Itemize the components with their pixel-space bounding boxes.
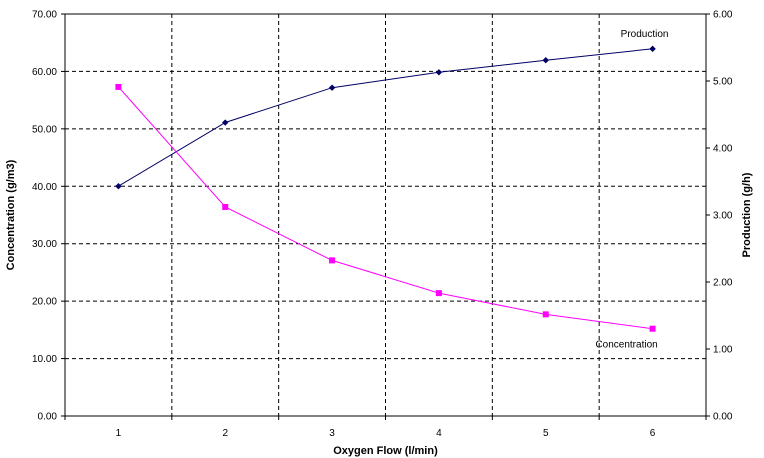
series-layer xyxy=(115,45,656,332)
x-tick-label: 3 xyxy=(329,428,335,439)
point-concentration xyxy=(222,203,229,210)
series-line-concentration xyxy=(118,86,653,330)
left-tick-label: 20.00 xyxy=(32,297,57,308)
x-axis-title: Oxygen Flow (l/min) xyxy=(333,445,438,457)
point-production xyxy=(328,84,336,91)
point-concentration xyxy=(435,290,442,297)
x-tick-label: 6 xyxy=(650,428,656,439)
right-tick-label: 6.00 xyxy=(713,10,733,21)
left-tick-label: 70.00 xyxy=(32,10,57,21)
left-tick-label: 30.00 xyxy=(32,239,57,250)
point-production xyxy=(435,69,443,76)
x-axis: 1 2 3 4 5 6 xyxy=(64,416,707,439)
point-production xyxy=(115,182,122,190)
point-concentration xyxy=(649,325,656,332)
point-concentration xyxy=(542,311,549,318)
x-tick-label: 5 xyxy=(543,428,549,439)
point-concentration xyxy=(115,83,122,90)
right-axis: 0.00 1.00 2.00 3.00 4.00 5.00 6.00 xyxy=(706,10,733,423)
left-tick-label: 10.00 xyxy=(32,354,57,365)
plot-frame xyxy=(64,13,707,417)
left-axis: 0.00 10.00 20.00 30.00 40.00 50.00 60.00 70.00 xyxy=(32,10,65,423)
left-tick-label: 50.00 xyxy=(32,124,57,135)
right-tick-label: 1.00 xyxy=(713,345,733,356)
right-tick-label: 0.00 xyxy=(713,412,733,423)
right-tick-label: 5.00 xyxy=(713,77,733,88)
x-tick-label: 1 xyxy=(116,428,122,439)
right-tick-label: 4.00 xyxy=(713,144,733,155)
point-concentration xyxy=(329,257,336,264)
series-label-production: Production xyxy=(621,29,669,40)
series-label-concentration: Concentration xyxy=(595,340,657,351)
right-tick-label: 3.00 xyxy=(713,211,733,222)
x-tick-label: 4 xyxy=(436,428,442,439)
left-tick-label: 0.00 xyxy=(38,412,58,423)
right-tick-label: 2.00 xyxy=(713,278,733,289)
left-axis-title: Concentration (g/m3) xyxy=(5,159,17,270)
left-tick-label: 60.00 xyxy=(32,67,57,78)
grid xyxy=(65,14,706,416)
point-production xyxy=(542,57,549,64)
point-production xyxy=(649,45,656,53)
point-production xyxy=(222,119,229,126)
series-line-production xyxy=(118,48,653,187)
right-axis-title: Production (g/h) xyxy=(741,172,753,257)
left-tick-label: 40.00 xyxy=(32,182,57,193)
x-tick-label: 2 xyxy=(222,428,228,439)
